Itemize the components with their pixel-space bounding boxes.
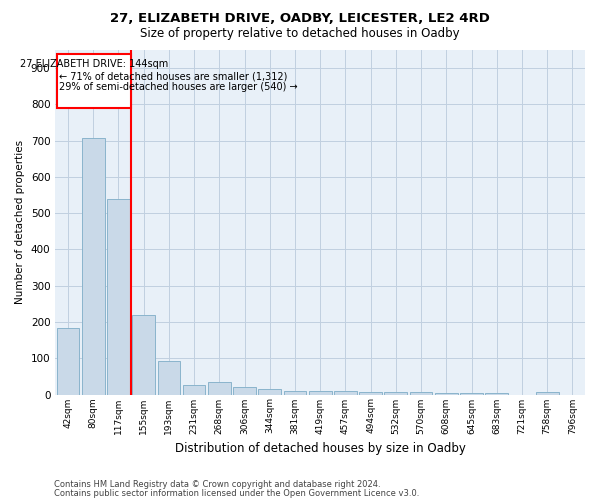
- Bar: [208, 382, 230, 394]
- Text: 27 ELIZABETH DRIVE: 144sqm: 27 ELIZABETH DRIVE: 144sqm: [20, 59, 168, 69]
- Bar: [460, 392, 483, 394]
- Bar: [183, 385, 205, 394]
- Bar: [435, 392, 458, 394]
- Bar: [536, 392, 559, 394]
- Bar: [334, 391, 357, 394]
- Bar: [82, 138, 104, 394]
- Text: 27, ELIZABETH DRIVE, OADBY, LEICESTER, LE2 4RD: 27, ELIZABETH DRIVE, OADBY, LEICESTER, L…: [110, 12, 490, 26]
- Text: Contains public sector information licensed under the Open Government Licence v3: Contains public sector information licen…: [54, 489, 419, 498]
- Text: Size of property relative to detached houses in Oadby: Size of property relative to detached ho…: [140, 28, 460, 40]
- Text: 29% of semi-detached houses are larger (540) →: 29% of semi-detached houses are larger (…: [59, 82, 297, 92]
- Bar: [233, 386, 256, 394]
- Bar: [309, 391, 332, 394]
- FancyBboxPatch shape: [56, 54, 131, 108]
- Bar: [259, 390, 281, 394]
- Bar: [359, 392, 382, 394]
- Text: Contains HM Land Registry data © Crown copyright and database right 2024.: Contains HM Land Registry data © Crown c…: [54, 480, 380, 489]
- Bar: [284, 391, 307, 394]
- Bar: [158, 361, 180, 394]
- X-axis label: Distribution of detached houses by size in Oadby: Distribution of detached houses by size …: [175, 442, 466, 455]
- Bar: [385, 392, 407, 394]
- Text: ← 71% of detached houses are smaller (1,312): ← 71% of detached houses are smaller (1,…: [59, 72, 287, 82]
- Bar: [56, 328, 79, 394]
- Bar: [132, 314, 155, 394]
- Y-axis label: Number of detached properties: Number of detached properties: [16, 140, 25, 304]
- Bar: [107, 198, 130, 394]
- Bar: [410, 392, 433, 394]
